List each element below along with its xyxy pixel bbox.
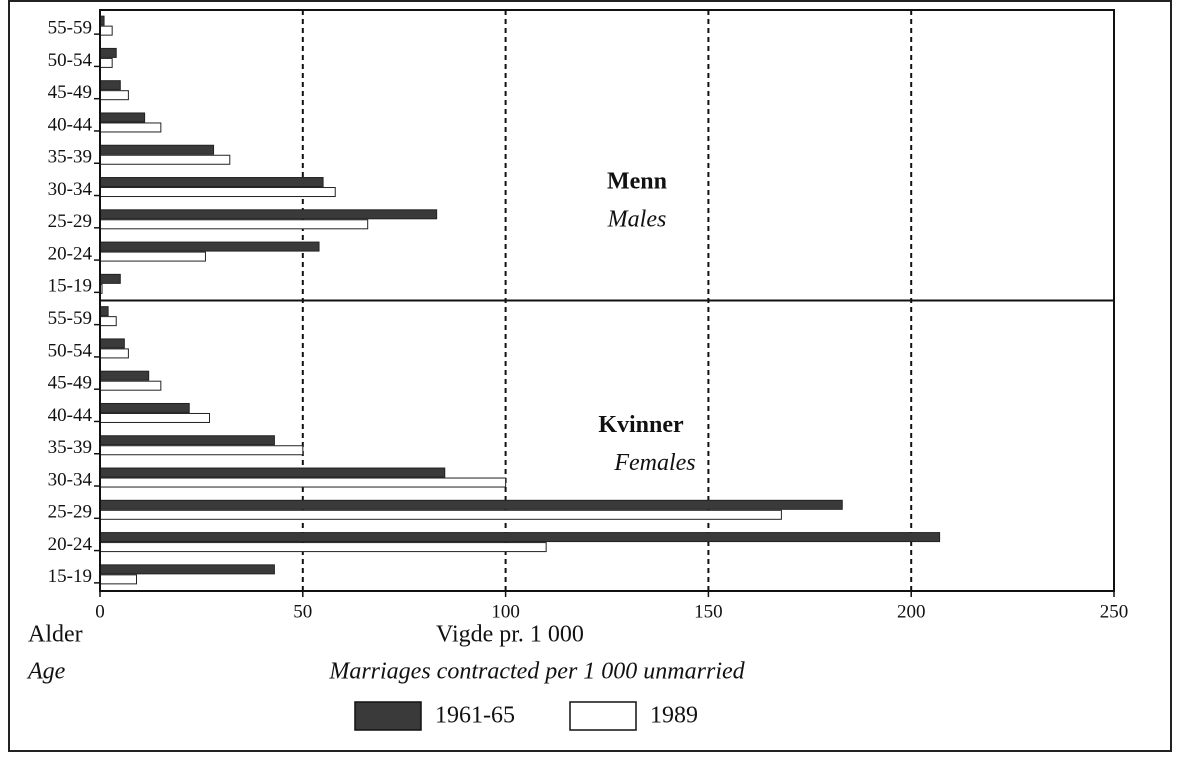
bar [99,90,129,101]
legend-swatch [569,701,637,731]
y-tick-label: 30-34 [48,179,93,200]
bar [99,445,304,456]
x-tick-label: 0 [95,601,105,622]
y-tick-label: 45-49 [48,82,92,103]
bar [99,80,121,91]
bar [99,477,507,488]
bar [99,509,782,520]
bar [99,338,125,349]
x-label-en: Marriages contracted per 1 000 unmarried [328,659,745,685]
bar [99,370,150,381]
y-tick-label: 15-19 [48,566,92,587]
y-tick-label: 45-49 [48,373,92,394]
y-tick-label: 35-39 [48,437,92,458]
bar [99,402,190,413]
x-tick-label: 50 [293,601,312,622]
bar [99,57,113,68]
bar [99,144,215,155]
bar [99,154,231,165]
bar [99,177,324,188]
bar [99,122,162,133]
x-tick-label: 200 [897,601,926,622]
y-label: Alder [28,622,83,648]
x-tick-label: 150 [694,601,723,622]
y-tick-label: 25-29 [48,502,92,523]
bar [99,574,138,585]
y-tick-label: 25-29 [48,211,92,232]
bar [99,219,369,230]
y-tick-label: 50-54 [48,340,93,361]
y-tick-label: 15-19 [48,276,92,297]
y-tick-label: 40-44 [48,114,93,135]
y-tick-label: 20-24 [48,243,93,264]
bar [99,306,109,317]
y-tick-label: 55-59 [48,17,92,38]
legend-swatch [354,701,422,731]
bar [99,412,211,423]
bar [99,187,336,198]
bar [99,435,275,446]
bar [99,251,206,262]
y-label-en: Age [26,659,66,685]
plot-frame [99,9,1115,592]
bar [99,467,446,478]
bar [99,209,438,220]
bar [99,532,941,543]
y-tick-label: 30-34 [48,469,93,490]
legend-label: 1989 [650,703,698,729]
panel-subtitle: Females [613,450,695,476]
x-label: Vigde pr. 1 000 [436,622,584,648]
y-tick-label: 40-44 [48,405,93,426]
x-tick-label: 100 [491,601,520,622]
y-tick-label: 20-24 [48,534,93,555]
bar [99,112,146,123]
bar [99,47,117,58]
legend-label: 1961-65 [435,703,515,729]
panel-subtitle: Males [607,207,667,233]
panel-title: Kvinner [598,412,684,438]
bar [99,25,113,36]
bar [99,273,121,284]
bar [99,380,162,391]
y-tick-label: 50-54 [48,50,93,71]
panel-title: Menn [607,169,667,195]
frame [8,0,1172,752]
bar [99,348,129,359]
bar [99,499,843,510]
bar [99,316,117,327]
x-tick-label: 250 [1100,601,1129,622]
bar [99,241,320,252]
bar [99,564,275,575]
y-tick-label: 35-39 [48,147,92,168]
y-tick-label: 55-59 [48,308,92,329]
bar [99,542,547,553]
